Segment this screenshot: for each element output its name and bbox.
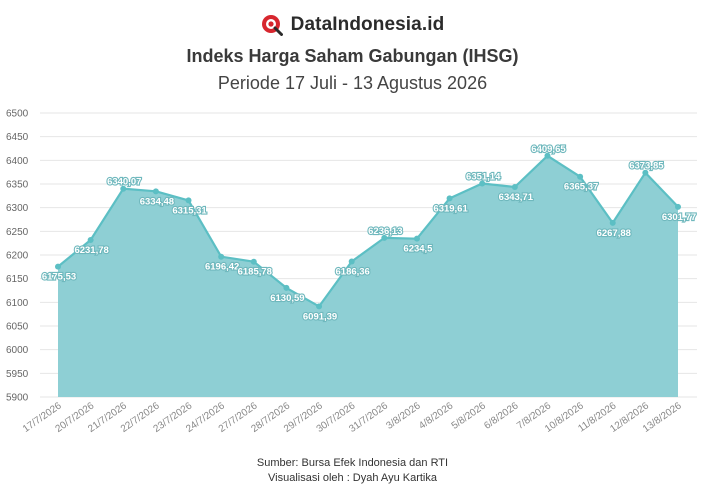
ihsg-area-chart: 5900 5950 6000 6050 6100 6150 6200 6250 6300 6350… — [6, 109, 698, 435]
y-tick-label: 6200 — [6, 251, 29, 262]
data-point — [250, 258, 257, 265]
data-label: 6319,61 — [433, 203, 468, 214]
data-label: 6267,88 — [597, 228, 631, 239]
magnifier-logo-icon — [261, 15, 283, 36]
x-tick-label: 5/8/2026 — [450, 400, 489, 432]
data-point — [642, 169, 649, 176]
data-point — [544, 152, 551, 159]
x-axis-ticks: 17/7/202620/7/202621/7/202622/7/202623/7… — [21, 400, 684, 435]
data-points — [55, 152, 681, 310]
data-label: 6351,14 — [466, 171, 501, 182]
data-label: 6340,07 — [107, 177, 141, 188]
data-label: 6409,65 — [531, 144, 566, 155]
data-point — [479, 180, 486, 187]
y-tick-label: 6250 — [6, 227, 29, 238]
data-point — [511, 183, 518, 190]
data-label: 6365,37 — [564, 182, 598, 193]
x-tick-label: 4/8/2026 — [417, 400, 456, 432]
source-note: Sumber: Bursa Efek Indonesia dan RTI — [256, 457, 449, 469]
data-point — [218, 253, 225, 260]
data-point — [413, 235, 420, 242]
data-point — [55, 263, 61, 270]
data-point — [609, 219, 616, 226]
data-point — [316, 303, 323, 310]
data-label: 6236,13 — [368, 226, 402, 237]
data-label: 6186,36 — [336, 266, 370, 277]
y-tick-label: 6300 — [6, 203, 29, 214]
data-point — [120, 185, 127, 192]
series-line — [57, 154, 679, 308]
y-tick-label: 6100 — [6, 298, 29, 309]
data-label: 6091,39 — [303, 311, 337, 322]
y-tick-label: 5900 — [6, 393, 29, 404]
area-series — [57, 154, 679, 397]
x-tick-label: 3/8/2026 — [384, 400, 423, 432]
y-tick-label: 6500 — [6, 109, 29, 120]
y-tick-label: 5950 — [6, 369, 29, 380]
data-label: 6315,31 — [172, 205, 207, 216]
brand-name: DataIndonesia.id — [290, 14, 445, 35]
data-point — [446, 195, 453, 202]
data-point — [675, 203, 681, 210]
data-point — [381, 234, 388, 241]
data-label: 6231,78 — [74, 245, 108, 256]
area-fill — [58, 155, 678, 397]
data-label: 6343,71 — [499, 192, 534, 203]
data-label: 6301,77 — [662, 212, 696, 223]
data-point — [283, 284, 290, 291]
data-label: 6334,48 — [140, 196, 174, 207]
data-label: 6175,53 — [42, 272, 76, 283]
brand-header: DataIndonesia.id — [0, 10, 705, 40]
chart-title: Indeks Harga Saham Gabungan (IHSG) — [186, 46, 519, 66]
chart-footer: Sumber: Bursa Efek Indonesia dan RTI Vis… — [0, 456, 705, 486]
y-tick-label: 6050 — [6, 322, 29, 333]
y-tick-label: 6450 — [6, 132, 29, 143]
credit-note: Visualisasi oleh : Dyah Ayu Kartika — [268, 472, 437, 484]
data-label: 6234,5 — [403, 244, 433, 255]
data-label: 6373,85 — [629, 161, 664, 172]
data-label: 6185,78 — [238, 267, 272, 278]
data-point — [577, 173, 584, 180]
y-tick-label: 6000 — [6, 345, 29, 356]
data-point — [185, 197, 192, 204]
y-axis-ticks: 5900 5950 6000 6050 6100 6150 6200 6250 6300 6350… — [6, 109, 29, 404]
y-tick-label: 6350 — [6, 180, 29, 191]
data-label: 6196,42 — [205, 262, 239, 273]
data-point — [348, 258, 355, 265]
y-tick-label: 6150 — [6, 274, 29, 285]
x-tick-label: 6/8/2026 — [482, 400, 521, 432]
data-point — [152, 188, 159, 195]
chart-subtitle: Periode 17 Juli - 13 Agustus 2026 — [217, 73, 488, 93]
data-point — [87, 236, 94, 243]
y-tick-label: 6400 — [6, 156, 29, 167]
data-label: 6130,59 — [270, 293, 304, 304]
